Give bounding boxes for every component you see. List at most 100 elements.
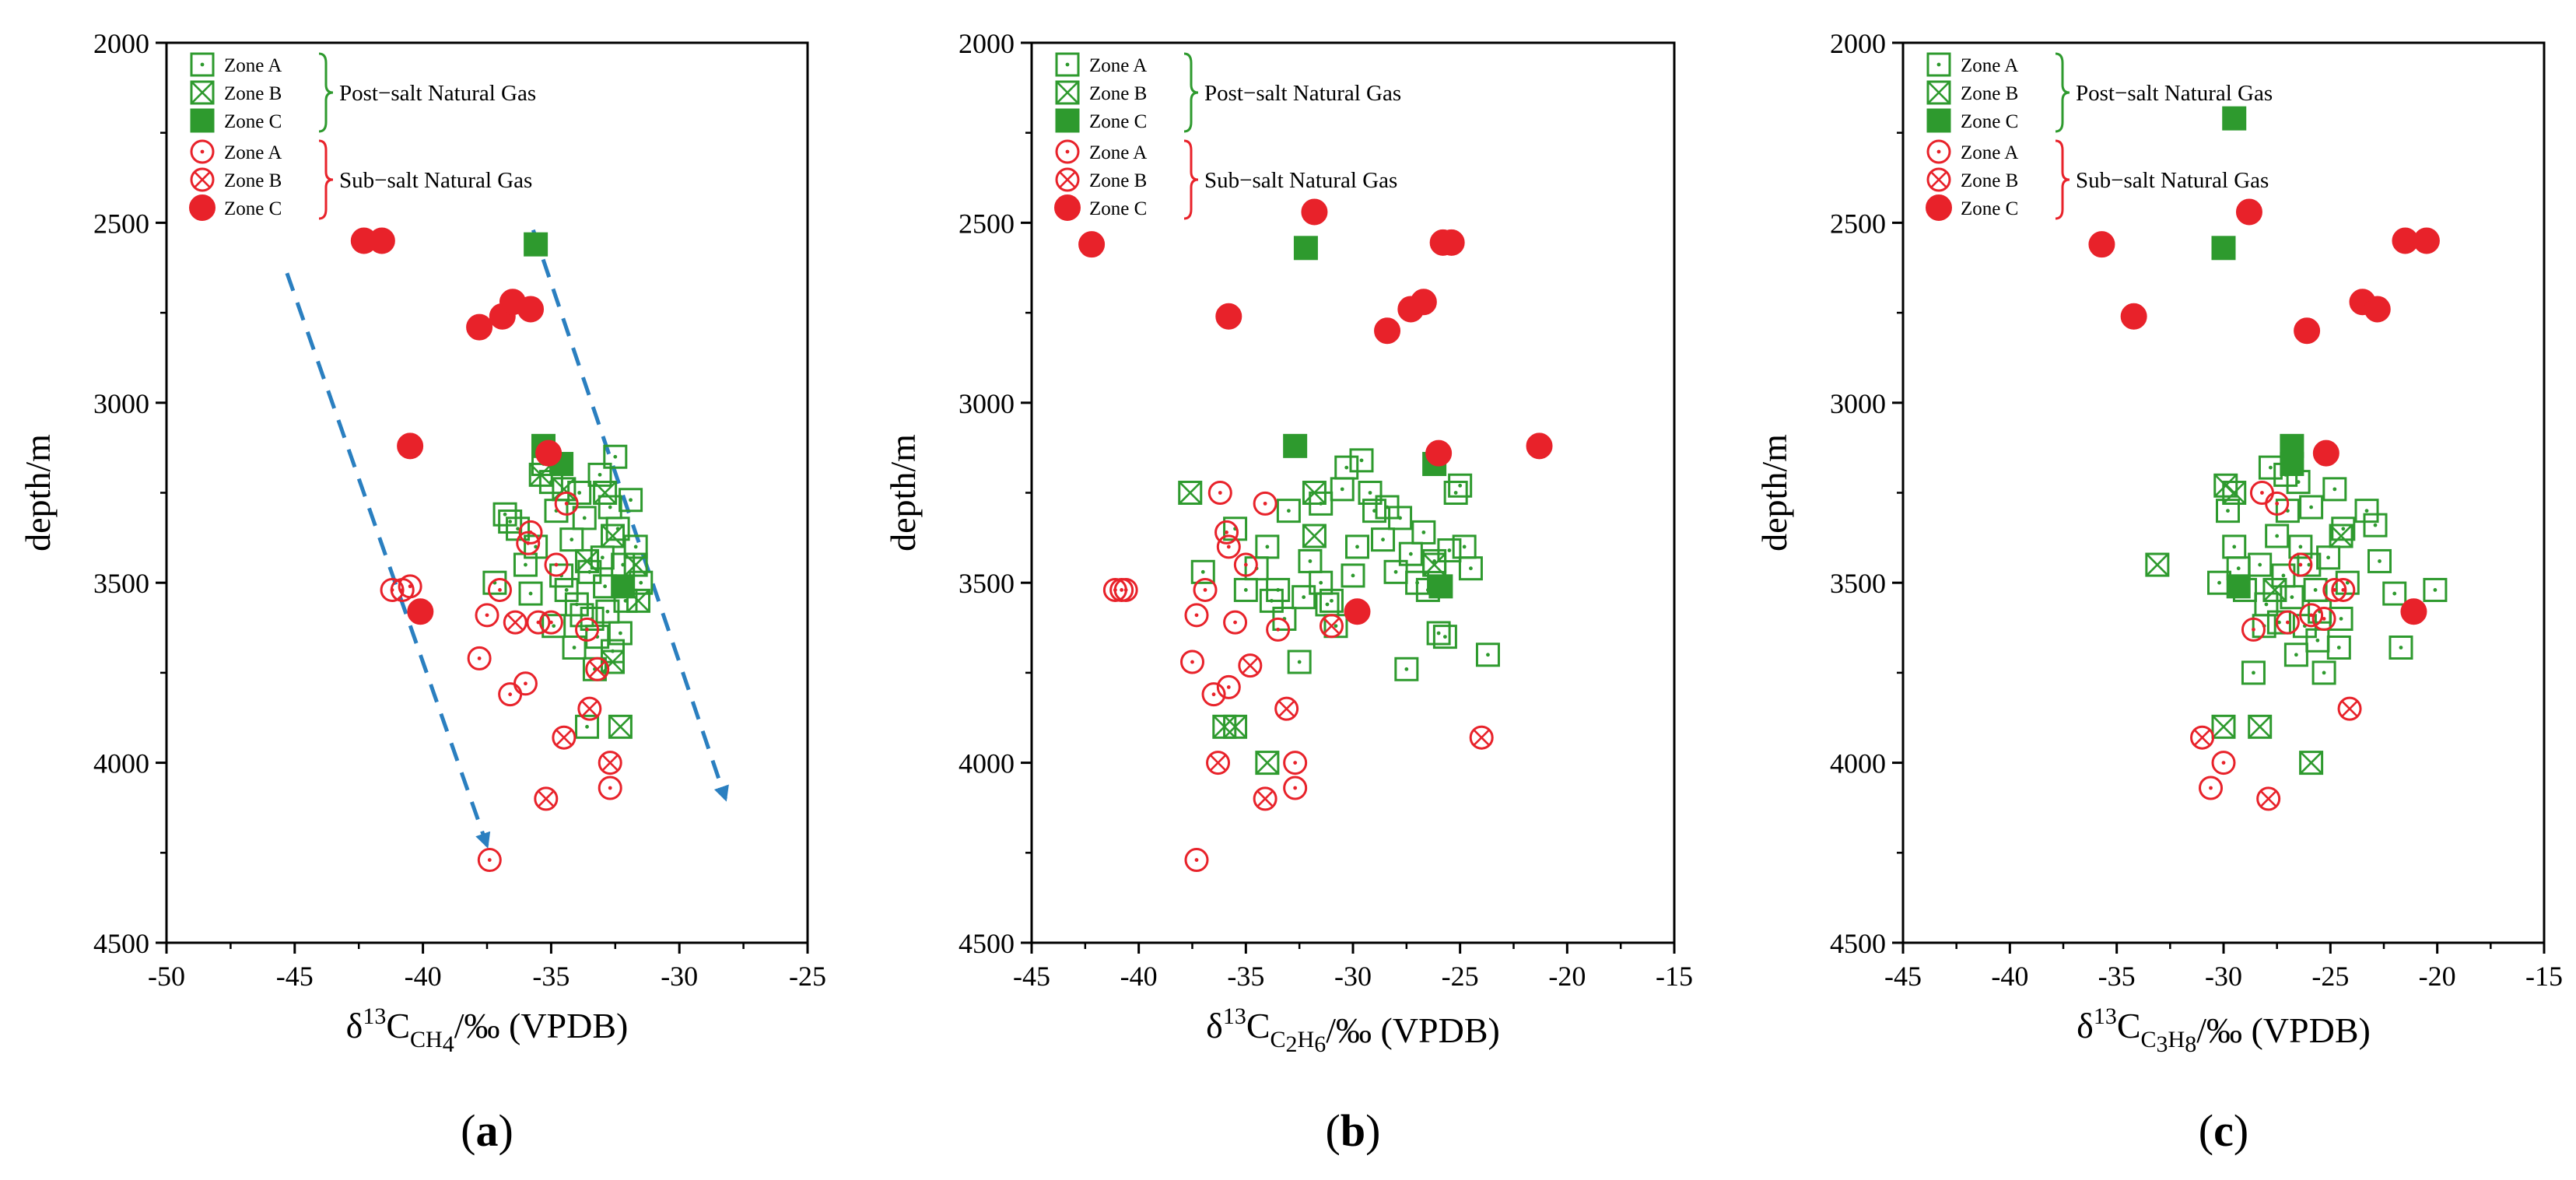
legend-label: Zone B — [224, 83, 282, 104]
x-tick-label: -15 — [2525, 961, 2563, 992]
data-point — [1345, 534, 1370, 559]
data-point — [518, 581, 543, 606]
data-point — [1259, 588, 1284, 613]
data-point — [1276, 499, 1301, 523]
legend-label: Zone C — [1089, 111, 1147, 132]
data-point — [1374, 317, 1401, 345]
data-point — [1283, 776, 1308, 800]
data-point — [498, 682, 523, 707]
data-point — [1411, 520, 1436, 544]
data-point — [544, 552, 569, 577]
data-point — [2280, 585, 2304, 610]
data-point — [498, 509, 523, 534]
x-axis-label: δ13CCH4/‰ (VPDB) — [346, 1003, 629, 1057]
data-point — [2312, 439, 2339, 467]
data-point — [524, 232, 548, 257]
y-tick-label: 2000 — [959, 28, 1015, 59]
legend-label: Zone A — [224, 142, 282, 163]
legend-marker — [1055, 139, 1080, 164]
data-point — [577, 696, 602, 721]
data-point — [1253, 491, 1277, 516]
data-point — [1302, 523, 1327, 548]
data-point — [619, 488, 643, 513]
data-point — [1078, 231, 1106, 258]
legend-label: Zone C — [224, 111, 282, 132]
data-point — [2329, 606, 2353, 631]
data-point — [603, 444, 628, 469]
y-tick-label: 4000 — [1830, 748, 1886, 779]
data-point — [538, 610, 563, 635]
series-sub-filled-circle — [1078, 198, 1553, 625]
data-point — [1319, 588, 1344, 613]
legend-label: Zone A — [224, 55, 282, 76]
data-point — [623, 552, 648, 577]
chart-panel-b: -45 -40 -35 -30 -25 -20 -15 2000 2500 3000 3500 400… — [883, 28, 1693, 1156]
data-point — [1223, 610, 1248, 635]
data-point — [398, 574, 422, 599]
series-post-filled-square — [524, 232, 636, 599]
data-point — [477, 848, 502, 873]
data-point — [2262, 577, 2287, 602]
legend-label: Zone A — [1089, 55, 1147, 76]
x-tick-label: -45 — [276, 961, 314, 992]
data-point — [2316, 545, 2341, 570]
data-point — [1410, 289, 1437, 316]
series-post-filled-square — [2211, 106, 2304, 599]
data-point — [2322, 577, 2347, 602]
data-point — [1469, 725, 1494, 750]
legend-marker — [1926, 139, 1951, 164]
y-tick-label: 4000 — [959, 748, 1015, 779]
data-point — [1292, 585, 1316, 610]
data-point — [2222, 534, 2247, 559]
data-point — [2190, 725, 2215, 750]
y-tick-label: 2500 — [959, 208, 1015, 239]
data-point — [2222, 106, 2247, 131]
data-point — [2311, 660, 2336, 685]
legend-brace — [1183, 52, 1199, 133]
data-point — [1438, 229, 1465, 256]
data-point — [2400, 598, 2427, 625]
data-point — [1255, 751, 1280, 776]
x-tick-label: -40 — [1991, 961, 2028, 992]
data-point — [572, 506, 597, 530]
y-tick-label: 2000 — [93, 28, 149, 59]
legend-label: Zone C — [1089, 198, 1147, 219]
data-point — [2211, 714, 2236, 739]
y-tick-label: 4000 — [93, 748, 149, 779]
series-sub-cross-circle — [2190, 696, 2362, 811]
data-point — [2382, 581, 2407, 606]
x-tick-label: -35 — [2098, 961, 2136, 992]
x-tick-label: -30 — [2205, 961, 2242, 992]
x-tick-label: -25 — [1442, 961, 1479, 992]
data-point — [397, 432, 424, 460]
x-tick-label: -25 — [789, 961, 826, 992]
series-post-cross-square — [2145, 473, 2353, 776]
data-point — [2288, 552, 2313, 577]
data-point — [570, 603, 594, 628]
legend-brace — [2055, 52, 2070, 133]
legend-marker — [1054, 194, 1081, 221]
y-axis-label: depth/m — [1754, 434, 1794, 551]
y-tick-label: 3500 — [1830, 568, 1886, 599]
series-post-cross-square — [528, 462, 650, 739]
x-axis-label: δ13CC3H8/‰ (VPDB) — [2077, 1003, 2371, 1057]
data-point — [1298, 548, 1323, 573]
x-tick-label: -40 — [405, 961, 442, 992]
legend-label: Zone C — [1961, 198, 2018, 219]
data-point — [1238, 653, 1263, 678]
x-tick-label: -35 — [1227, 961, 1264, 992]
data-point — [2275, 610, 2300, 635]
data-point — [1426, 621, 1451, 646]
data-point — [2265, 491, 2290, 516]
data-point — [517, 296, 545, 323]
data-point — [1180, 650, 1204, 674]
data-point — [1341, 563, 1365, 588]
data-point — [1425, 439, 1453, 467]
data-point — [2329, 523, 2353, 548]
data-point — [601, 523, 626, 548]
data-point — [552, 477, 577, 502]
data-point — [1319, 614, 1344, 639]
data-point — [2299, 751, 2324, 776]
data-point — [2265, 523, 2290, 548]
legend-label: Zone A — [1961, 55, 2018, 76]
